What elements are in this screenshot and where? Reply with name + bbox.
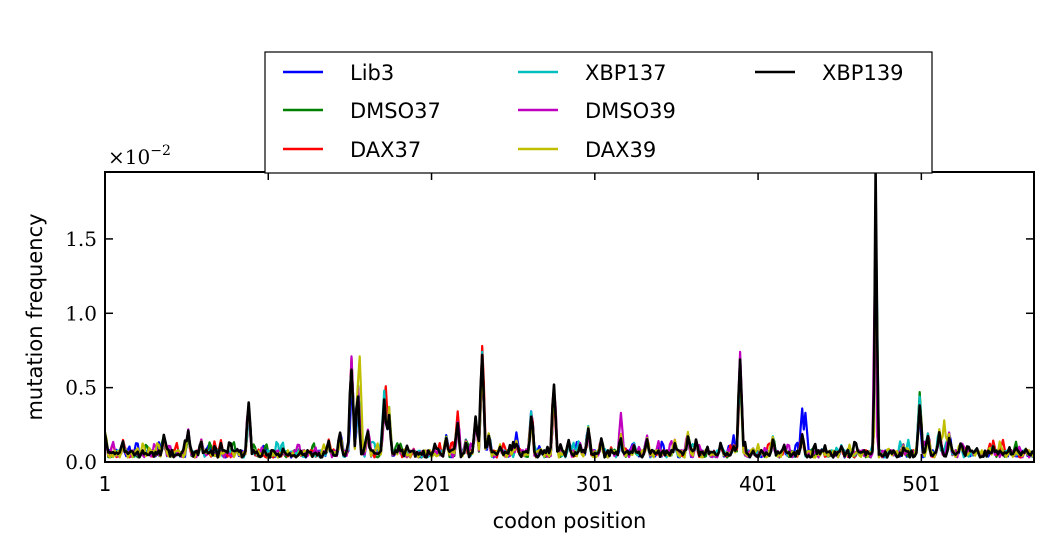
series-line-dax37 (105, 234, 1034, 459)
legend-label-xbp137: XBP137 (585, 61, 667, 85)
x-tick-label: 201 (412, 472, 450, 496)
legend-label-lib3: Lib3 (350, 61, 394, 85)
x-tick-label: 501 (902, 472, 940, 496)
x-tick-label: 401 (739, 472, 777, 496)
plot-lines (105, 172, 1034, 459)
y-axis-offset-text: ×10−2 (108, 143, 171, 169)
x-tick-label: 101 (249, 472, 287, 496)
series-line-dmso39 (105, 230, 1034, 459)
series-line-lib3 (105, 196, 1034, 459)
series-line-dmso37 (105, 200, 1034, 459)
legend: Lib3 DMSO37 DAX37 XBP137 DMSO39 DAX39 XBP139 (264, 51, 933, 174)
y-tick-label: 0.0 (65, 450, 97, 474)
legend-box (264, 51, 933, 174)
x-tick-label: 1 (99, 472, 112, 496)
legend-label-dmso37: DMSO37 (350, 99, 441, 123)
axis-ticks: 1 101 201 301 401 501 0.0 0.5 1.0 1.5 (65, 172, 1034, 496)
y-tick-label: 0.5 (65, 376, 97, 400)
x-tick-label: 301 (576, 472, 614, 496)
plot-frame (104, 171, 1035, 463)
legend-label-dmso39: DMSO39 (585, 99, 676, 123)
y-axis-label: mutation frequency (23, 213, 47, 420)
y-tick-label: 1.5 (65, 227, 97, 251)
legend-label-dax37: DAX37 (350, 138, 421, 162)
x-axis-label: codon position (493, 509, 647, 533)
series-line-xbp139 (105, 172, 1034, 459)
legend-label-xbp139: XBP139 (822, 61, 904, 85)
series-line-xbp137 (105, 201, 1034, 459)
series-line-dax39 (105, 217, 1034, 459)
y-tick-label: 1.0 (65, 301, 97, 325)
legend-label-dax39: DAX39 (585, 138, 656, 162)
